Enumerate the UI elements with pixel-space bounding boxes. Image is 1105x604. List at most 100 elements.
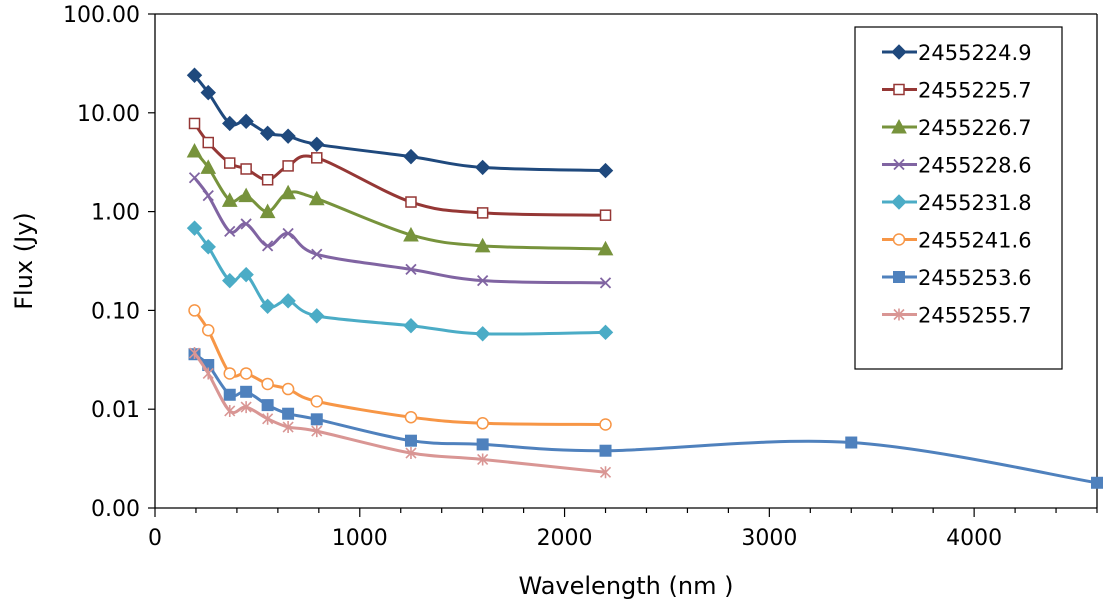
plot-area	[154, 13, 1098, 509]
legend-marker	[893, 158, 905, 171]
y-tick-label: 0.10	[91, 299, 140, 324]
legend-marker	[891, 44, 907, 60]
x-tick-label: 4000	[946, 526, 1002, 551]
data-point	[310, 413, 323, 426]
legend-label: 2455226.7	[918, 116, 1032, 140]
legend-label: 2455253.6	[918, 266, 1032, 290]
data-point	[223, 157, 236, 169]
y-axis-ticks: 0.00 0.01 0.10 1.00 10.00 100.00	[63, 3, 155, 522]
data-point	[202, 190, 214, 202]
data-point	[200, 159, 217, 174]
data-point	[405, 196, 417, 208]
data-point	[238, 187, 254, 203]
data-point	[405, 447, 417, 460]
data-point	[238, 113, 254, 130]
data-point	[281, 382, 295, 396]
x-tick-label: 2000	[537, 526, 593, 551]
data-point	[282, 421, 294, 434]
data-point	[186, 67, 203, 83]
data-point	[188, 172, 201, 184]
series-2455253.6	[188, 348, 1103, 489]
data-point	[308, 190, 325, 206]
x-tick-label: 3000	[741, 526, 797, 551]
data-point	[476, 207, 489, 219]
y-tick-label: 10.00	[77, 102, 140, 127]
data-point	[239, 367, 253, 380]
legend-item: 2455255.7	[882, 304, 1032, 328]
series-line	[193, 309, 606, 427]
data-point	[200, 84, 216, 101]
data-point	[474, 237, 491, 253]
data-point	[280, 184, 296, 200]
data-point	[282, 407, 295, 420]
data-point	[240, 218, 252, 230]
data-point	[597, 324, 614, 341]
data-point	[261, 377, 274, 391]
legend-marker	[892, 233, 906, 246]
series-line	[193, 74, 606, 173]
legend-item: 2455253.6	[882, 266, 1032, 290]
series-2455231.8	[186, 220, 614, 342]
data-point	[280, 293, 296, 309]
data-point	[845, 436, 858, 449]
legend-label: 2455224.9	[918, 41, 1032, 65]
data-point	[1091, 476, 1103, 489]
data-point	[186, 220, 203, 236]
legend-item: 2455231.8	[882, 191, 1032, 215]
data-point	[223, 388, 236, 401]
data-point	[221, 192, 238, 207]
legend-label: 2455228.6	[918, 154, 1032, 178]
series-line	[193, 352, 606, 474]
data-point	[200, 239, 216, 255]
series-2455224.9	[186, 67, 614, 179]
series-line	[193, 353, 1098, 485]
series-line	[193, 176, 606, 285]
data-point	[188, 347, 201, 360]
legend-item: 2455225.7	[882, 79, 1032, 103]
data-point	[261, 240, 274, 252]
data-point	[282, 160, 294, 172]
x-axis-ticks: 0 1000 2000 3000 4000	[148, 508, 1098, 551]
legend-marker	[893, 271, 905, 283]
series-layer	[186, 67, 1103, 489]
legend-label: 2455225.7	[918, 79, 1032, 103]
legend-marker	[893, 308, 905, 321]
data-point	[404, 434, 417, 447]
legend-marker	[893, 83, 905, 96]
data-point	[262, 412, 274, 425]
data-point	[599, 418, 612, 431]
data-point	[477, 275, 489, 287]
y-tick-label: 1.00	[91, 201, 140, 226]
data-point	[311, 152, 323, 164]
legend-item: 2455228.6	[882, 154, 1032, 178]
data-point	[477, 453, 489, 466]
data-point	[188, 117, 201, 130]
data-point	[599, 277, 612, 289]
data-point	[222, 272, 238, 289]
legend-item: 2455224.9	[882, 41, 1032, 65]
legend-box	[854, 26, 1063, 370]
legend-marker	[891, 118, 907, 134]
y-tick-label: 0.01	[91, 398, 140, 423]
data-point	[599, 444, 612, 457]
data-point	[599, 209, 612, 221]
y-axis-title: Flux (Jy)	[10, 212, 38, 310]
data-point	[311, 248, 323, 260]
data-point	[280, 128, 296, 144]
data-point	[476, 438, 489, 451]
series-2455226.7	[186, 143, 614, 256]
data-point	[259, 203, 276, 219]
x-tick-label: 0	[148, 526, 162, 551]
data-point	[597, 240, 614, 256]
data-point	[403, 148, 419, 165]
series-2455255.7	[188, 347, 612, 479]
series-2455241.6	[188, 304, 612, 431]
data-point	[403, 317, 419, 334]
data-point	[222, 115, 238, 132]
data-point	[238, 266, 254, 283]
data-point	[259, 125, 276, 142]
legend-label: 2455241.6	[918, 229, 1032, 253]
data-point	[403, 226, 419, 242]
data-point	[310, 395, 324, 408]
